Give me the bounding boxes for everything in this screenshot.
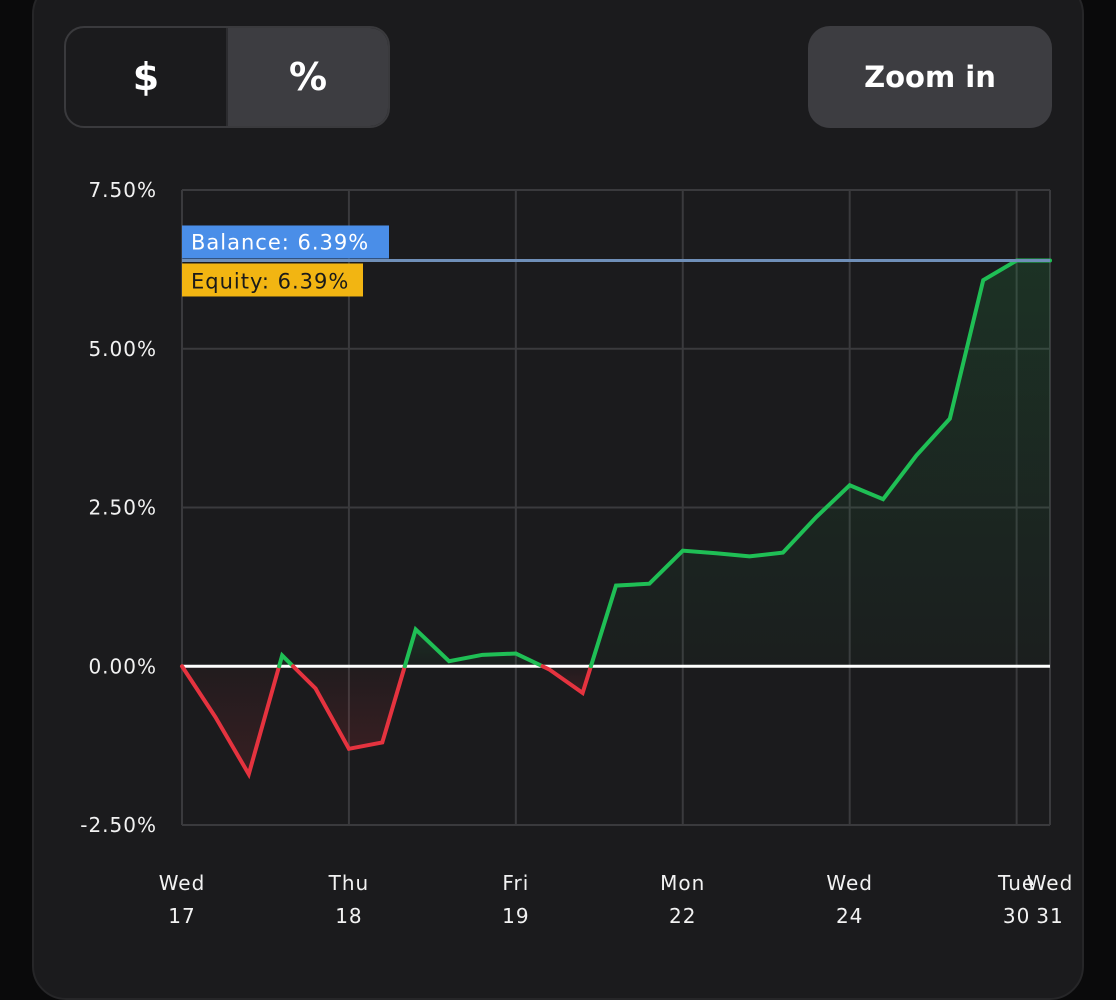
- x-tick-date: 17: [168, 904, 195, 928]
- negative-line-segment: [540, 664, 593, 697]
- area-fill: [182, 260, 1050, 775]
- x-tick-day: Wed: [159, 871, 206, 895]
- x-tick-day: Wed: [826, 871, 873, 895]
- y-tick-label: 7.50%: [88, 178, 157, 202]
- positive-area: [404, 629, 543, 667]
- x-tick-day: Fri: [502, 871, 529, 895]
- negative-line-segment: [180, 664, 282, 780]
- positive-line-segment: [277, 651, 296, 669]
- x-tick-day: Tue: [997, 871, 1035, 895]
- equity-tag: [182, 263, 363, 297]
- positive-area: [590, 260, 1050, 667]
- dollar-toggle-button[interactable]: $: [66, 28, 228, 126]
- x-tick-date: 31: [1036, 904, 1063, 928]
- x-tick-day: Wed: [1027, 871, 1074, 895]
- x-tick-day: Mon: [660, 871, 705, 895]
- x-tick-date: 24: [836, 904, 863, 928]
- equity-chart: Balance: 6.39% Equity: 6.39% 7.50% 5.00% 2.…: [80, 178, 1074, 928]
- x-tick-date: 19: [502, 904, 529, 928]
- zoom-in-button[interactable]: Zoom in: [808, 26, 1052, 128]
- equity-tag-label: Equity: 6.39%: [191, 269, 349, 293]
- percent-toggle-button[interactable]: %: [228, 28, 388, 126]
- balance-tag-label: Balance: 6.39%: [191, 230, 369, 254]
- x-tick-date: 18: [335, 904, 362, 928]
- x-axis-ticks: Wed 17 Thu 18 Fri 19 Mon 22 Wed 24 Tue 30 Wed 31: [159, 871, 1074, 928]
- negative-area: [293, 666, 405, 749]
- y-axis-ticks: 7.50% 5.00% 2.50% 0.00% -2.50%: [80, 178, 157, 837]
- negative-line-segment: [291, 664, 407, 752]
- y-tick-label: -2.50%: [80, 813, 157, 837]
- balance-reference: Balance: 6.39% Equity: 6.39%: [182, 225, 1050, 297]
- positive-line-segment: [402, 625, 545, 669]
- y-tick-label: 2.50%: [88, 496, 157, 520]
- series-line: [180, 258, 1052, 780]
- x-tick-date: 22: [669, 904, 696, 928]
- y-tick-label: 5.00%: [88, 337, 157, 361]
- positive-line-segment: [588, 258, 1052, 669]
- balance-tag: [182, 225, 389, 259]
- y-tick-label: 0.00%: [88, 654, 157, 678]
- unit-toggle: $ %: [64, 26, 390, 128]
- x-tick-date: 30: [1003, 904, 1030, 928]
- x-tick-day: Thu: [328, 871, 370, 895]
